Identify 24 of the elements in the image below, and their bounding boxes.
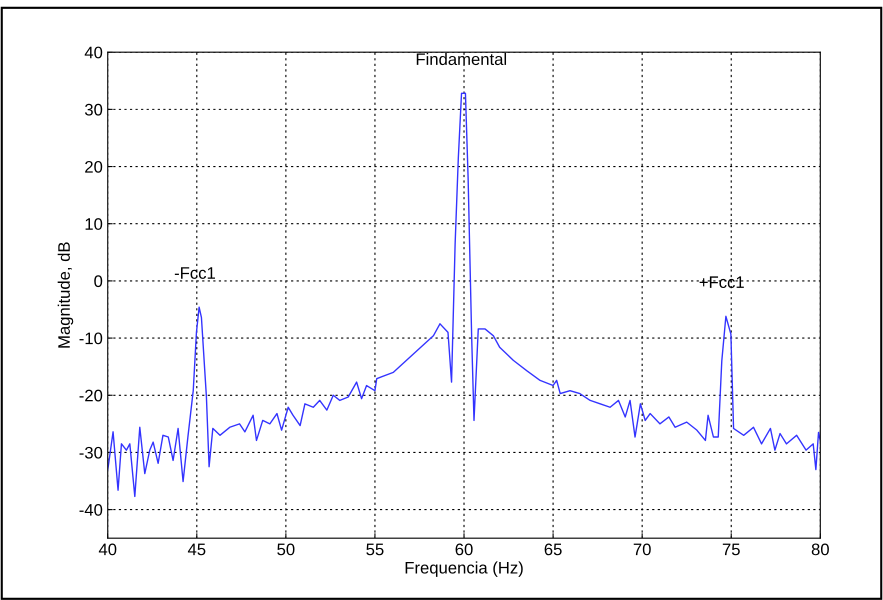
x-tick-label: 50 (277, 544, 294, 556)
y-tick-label: 30 (84, 104, 102, 116)
y-axis-title: Magnitude, dB (58, 242, 74, 348)
y-tick-label: -40 (80, 504, 102, 516)
x-tick-label: 70 (634, 544, 651, 556)
x-tick-label: 60 (456, 544, 473, 556)
y-tick-label: 10 (86, 218, 102, 230)
x-tick-label: 55 (366, 544, 384, 556)
x-tick-label: 40 (98, 544, 116, 556)
x-tick-label: 75 (722, 544, 740, 556)
y-tick-label: -10 (80, 332, 102, 344)
x-tick-label: 65 (544, 544, 562, 556)
x-axis-title: Frequencia (Hz) (406, 561, 523, 577)
y-tick-label: -20 (80, 390, 102, 402)
y-tick-label: 20 (85, 160, 102, 173)
annotation: Findamental (416, 52, 506, 66)
annotation: -Fcc1 (174, 267, 215, 279)
y-tick-label: -30 (80, 446, 102, 459)
x-tick-label: 80 (812, 544, 829, 556)
y-tick-label: 0 (94, 275, 102, 288)
y-tick-label: 40 (84, 46, 102, 58)
annotation: +Fcc1 (700, 276, 744, 288)
x-tick-label: 45 (188, 544, 206, 556)
line-series (108, 92, 820, 498)
